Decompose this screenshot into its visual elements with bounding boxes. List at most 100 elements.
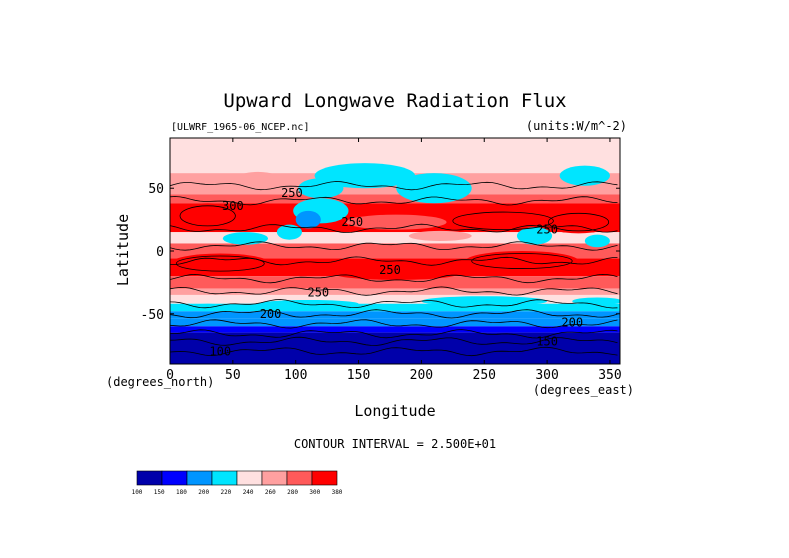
- heatmap-patch: [572, 297, 620, 305]
- contour-label: 250: [379, 263, 401, 277]
- heatmap-patch: [559, 165, 610, 186]
- lat-band: [170, 311, 620, 319]
- colorbar-tick-label: 260: [265, 489, 276, 496]
- heatmap-patch: [465, 250, 579, 272]
- x-tick-label: 250: [473, 368, 496, 383]
- heatmap-patch: [232, 171, 284, 192]
- heatmap-patch: [584, 234, 610, 248]
- lat-band: [170, 326, 620, 333]
- contour-label: 250: [281, 186, 303, 200]
- heatmap-patch: [276, 224, 302, 240]
- x-tick-label: 200: [410, 368, 433, 383]
- x-axis-label: Longitude: [354, 402, 435, 420]
- contour-line: [170, 256, 618, 266]
- heatmap-patch: [333, 267, 460, 280]
- contour-label: 300: [222, 199, 244, 213]
- heatmap-patch: [295, 210, 321, 229]
- units-label: (units:W/m^-2): [526, 119, 627, 133]
- colorbar-swatch: [161, 470, 188, 486]
- colorbar-tick-label: 100: [132, 489, 143, 496]
- lat-band: [170, 194, 620, 204]
- contour-interval-text: CONTOUR INTERVAL = 2.500E+01: [294, 437, 496, 451]
- lat-band: [170, 303, 620, 312]
- contour-label: 250: [536, 223, 558, 237]
- colorbar-tick-label: 280: [287, 489, 298, 496]
- x-tick-label: 300: [535, 368, 558, 383]
- y-axis-ticks: -50 0 50: [141, 182, 620, 323]
- contour-loop: [452, 211, 554, 231]
- colorbar-swatch: [211, 470, 238, 486]
- y-unit-label: (degrees_north): [106, 375, 214, 389]
- colorbar-swatch: [186, 470, 213, 486]
- y-axis-label: Latitude: [114, 214, 132, 286]
- colorbar-tick-label: 150: [154, 489, 165, 496]
- heatmap-patch: [516, 227, 553, 245]
- colorbar-tick-label: 380: [332, 489, 343, 496]
- contour-loop: [179, 205, 236, 227]
- contour-line: [170, 241, 618, 251]
- heatmap-patch: [176, 203, 240, 229]
- contour-label: 100: [209, 344, 231, 358]
- lat-band: [170, 276, 620, 289]
- lat-band: [170, 318, 620, 327]
- heatmap-patch: [245, 205, 284, 226]
- x-unit-label: (degrees_east): [533, 383, 634, 397]
- contour-label: 250: [341, 215, 363, 229]
- colorbar-tick-label: 300: [309, 489, 320, 496]
- contour-label: 250: [307, 285, 329, 299]
- heatmap-patches: [170, 163, 620, 364]
- colorbar: 100 150 180 200 220 240 260 280 300 380: [132, 470, 343, 496]
- colorbar-tick-label: 240: [243, 489, 254, 496]
- heatmap-patch: [257, 299, 359, 308]
- heatmap-patch: [345, 214, 447, 230]
- x-tick-label: 0: [166, 368, 174, 383]
- contour-line: [170, 309, 618, 319]
- lat-band: [170, 294, 620, 304]
- y-tick-label: 0: [156, 245, 164, 260]
- contour-line: [170, 196, 618, 206]
- heatmap-patch: [408, 230, 472, 241]
- contour-line: [170, 286, 618, 296]
- contour-loop: [175, 255, 265, 272]
- heatmap-patch: [170, 253, 271, 274]
- lat-band: [170, 288, 620, 295]
- colorbar-swatch: [136, 470, 163, 486]
- contour-label: 150: [536, 334, 558, 348]
- heatmap-patch: [298, 178, 344, 199]
- colorbar-swatch: [261, 470, 288, 486]
- contour-lines: [170, 181, 618, 357]
- y-tick-label: -50: [141, 308, 164, 323]
- contour-line: [170, 346, 618, 357]
- lat-band: [170, 232, 620, 244]
- chart-title: Upward Longwave Radiation Flux: [223, 90, 566, 112]
- contour-line: [170, 319, 618, 329]
- contour-line: [170, 299, 618, 309]
- contour-line: [170, 273, 618, 284]
- y-tick-label: 50: [148, 182, 164, 197]
- colorbar-swatch: [236, 470, 263, 486]
- heatmap-bands: [170, 138, 620, 364]
- x-tick-label: 350: [598, 368, 621, 383]
- colorbar-swatch: [311, 470, 338, 486]
- x-axis-ticks: 0 50 100 150 200 250 300 350: [166, 138, 622, 383]
- colorbar-tick-label: 220: [220, 489, 231, 496]
- heatmap-patch: [543, 210, 614, 234]
- plot-area: [169, 137, 621, 365]
- colorbar-swatch: [286, 470, 313, 486]
- contour-line: [170, 336, 618, 346]
- heatmap-patch: [421, 296, 548, 307]
- contour-label: 200: [561, 316, 583, 330]
- colorbar-tick-label: 200: [198, 489, 209, 496]
- contour-loop: [547, 212, 610, 232]
- heatmap-patch: [170, 348, 610, 364]
- contour-line: [170, 329, 618, 339]
- x-tick-label: 150: [347, 368, 370, 383]
- x-tick-label: 50: [225, 368, 241, 383]
- contour-loop: [471, 253, 573, 269]
- file-label: [ULWRF_1965-06_NCEP.nc]: [171, 122, 309, 133]
- contour-label: 200: [260, 307, 282, 321]
- heatmap-patch: [396, 173, 472, 204]
- contour-line: [170, 181, 618, 191]
